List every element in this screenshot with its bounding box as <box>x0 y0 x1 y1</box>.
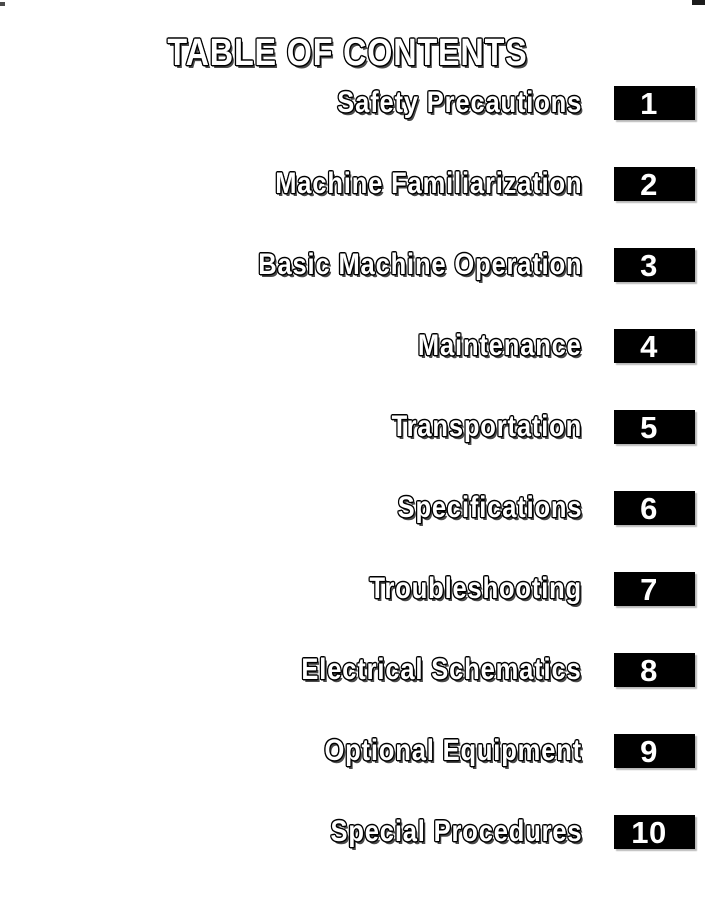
toc-entry-label: Machine Familiarization <box>274 167 582 200</box>
toc-entry-label: Optional Equipment <box>324 734 582 767</box>
toc-row-optional-equipment: Optional Equipment 9 <box>0 734 695 768</box>
chapter-tab-number: 6 <box>640 490 658 526</box>
toc-entry-label: Maintenance <box>418 329 582 362</box>
toc-entry-label: Transportation <box>391 410 582 443</box>
chapter-tab: 1 <box>614 86 695 120</box>
chapter-tab-number: 1 <box>640 85 658 121</box>
toc-row-troubleshooting: Troubleshooting 7 <box>0 572 695 606</box>
toc-entry-label: Safety Precautions <box>337 86 582 119</box>
toc-entry-label: Electrical Schematics <box>301 653 582 686</box>
toc-entry-label: Specifications <box>397 491 582 524</box>
chapter-tab-number: 5 <box>640 409 658 445</box>
toc-row-transportation: Transportation 5 <box>0 410 695 444</box>
toc-entry-label: Basic Machine Operation <box>257 248 582 281</box>
chapter-tab: 6 <box>614 491 695 525</box>
toc-entry-label: Troubleshooting <box>369 572 582 605</box>
chapter-tab: 3 <box>614 248 695 282</box>
toc-row-machine-familiarization: Machine Familiarization 2 <box>0 167 695 201</box>
chapter-tab-number: 8 <box>640 652 658 688</box>
toc-row-safety-precautions: Safety Precautions 1 <box>0 86 695 120</box>
chapter-tab: 7 <box>614 572 695 606</box>
chapter-tab-number: 2 <box>640 166 658 202</box>
chapter-tab: 10 <box>614 815 695 849</box>
page-title: TABLE OF CONTENTS <box>167 32 528 74</box>
chapter-tab-number: 9 <box>640 733 658 769</box>
toc-row-electrical-schematics: Electrical Schematics 8 <box>0 653 695 687</box>
chapter-tab: 5 <box>614 410 695 444</box>
toc-row-specifications: Specifications 6 <box>0 491 695 525</box>
chapter-tab-number: 3 <box>640 247 658 283</box>
toc-row-special-procedures: Special Procedures 10 <box>0 815 695 849</box>
chapter-tab-number: 7 <box>640 571 658 607</box>
chapter-tab: 2 <box>614 167 695 201</box>
scan-artifact-top-right <box>692 0 705 5</box>
chapter-tab-number: 10 <box>631 814 667 850</box>
toc-entry-label: Special Procedures <box>330 815 582 848</box>
scan-artifact-top-left <box>0 2 5 6</box>
toc-row-maintenance: Maintenance 4 <box>0 329 695 363</box>
chapter-tab-number: 4 <box>640 328 658 364</box>
toc-row-basic-machine-operation: Basic Machine Operation 3 <box>0 248 695 282</box>
chapter-tab: 9 <box>614 734 695 768</box>
chapter-tab: 4 <box>614 329 695 363</box>
chapter-tab: 8 <box>614 653 695 687</box>
